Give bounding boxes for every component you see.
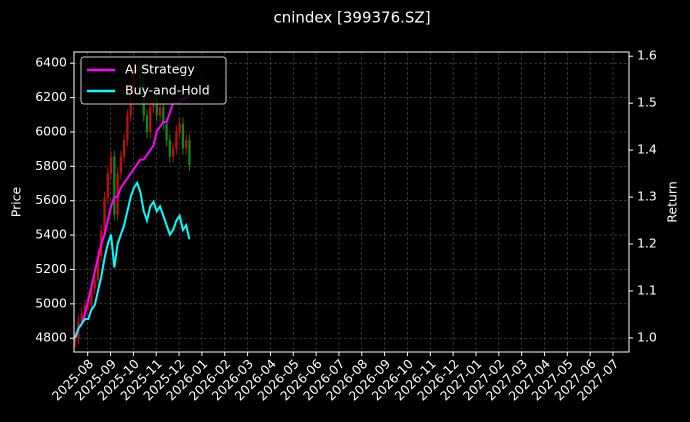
plot-frame <box>73 51 630 353</box>
series-line <box>74 180 191 339</box>
candle-body <box>96 255 100 281</box>
candle-body <box>149 107 152 132</box>
candle-body <box>158 107 162 116</box>
y-tick-label: 5800 <box>35 158 67 173</box>
candle-body <box>87 305 90 307</box>
legend: AI Strategy Buy-and-Hold <box>80 56 227 105</box>
y-tick-label: 4800 <box>35 330 67 345</box>
y-tick-label: 5000 <box>35 295 67 310</box>
candle-body <box>122 140 126 157</box>
candle-body <box>103 197 106 231</box>
candle-body <box>80 313 83 322</box>
y-axis-label: Price <box>9 186 24 217</box>
legend-box <box>80 56 227 105</box>
candle-body <box>188 140 191 165</box>
candle-body <box>181 123 185 149</box>
candle-body <box>126 115 129 141</box>
y-tick-label: 5600 <box>35 192 67 207</box>
y-tick-label: 6000 <box>35 123 67 138</box>
y2-axis-label: Return <box>665 181 680 222</box>
chart-title: cnindex [399376.SZ] <box>273 9 430 27</box>
candle-body <box>73 338 77 342</box>
candle-body <box>116 173 119 215</box>
candle-body <box>90 288 93 306</box>
y2-tick-label: 1.1 <box>637 282 657 297</box>
y2-tick-label: 1.0 <box>637 329 657 344</box>
candle-body <box>178 123 181 132</box>
candle-body <box>168 140 172 157</box>
y-tick-label: 5400 <box>35 227 67 242</box>
candle-body <box>171 148 175 157</box>
candle-body <box>145 115 149 132</box>
candle-body <box>162 107 165 124</box>
candle-body <box>185 140 188 149</box>
y-tick-label: 5200 <box>35 261 67 276</box>
y2-tick-label: 1.5 <box>637 95 657 110</box>
y-tick-label: 6400 <box>35 55 67 70</box>
y2-tick-label: 1.3 <box>637 189 657 204</box>
legend-label: Buy-and-Hold <box>125 83 210 98</box>
y2-tick-label: 1.2 <box>637 236 657 251</box>
legend-label: AI Strategy <box>125 62 195 77</box>
y-tick-label: 6200 <box>35 89 67 104</box>
candle-body <box>109 156 113 174</box>
candle-body <box>113 156 116 215</box>
y2-tick-label: 1.6 <box>637 48 657 63</box>
candle-body <box>155 98 158 116</box>
candle-body <box>175 131 178 149</box>
candle-body <box>93 280 96 289</box>
y2-tick-label: 1.4 <box>637 142 657 157</box>
series-line <box>74 93 191 339</box>
candle-body <box>119 156 123 174</box>
candle-body <box>83 305 87 314</box>
candle-body <box>106 173 109 198</box>
candle-body <box>165 123 168 141</box>
